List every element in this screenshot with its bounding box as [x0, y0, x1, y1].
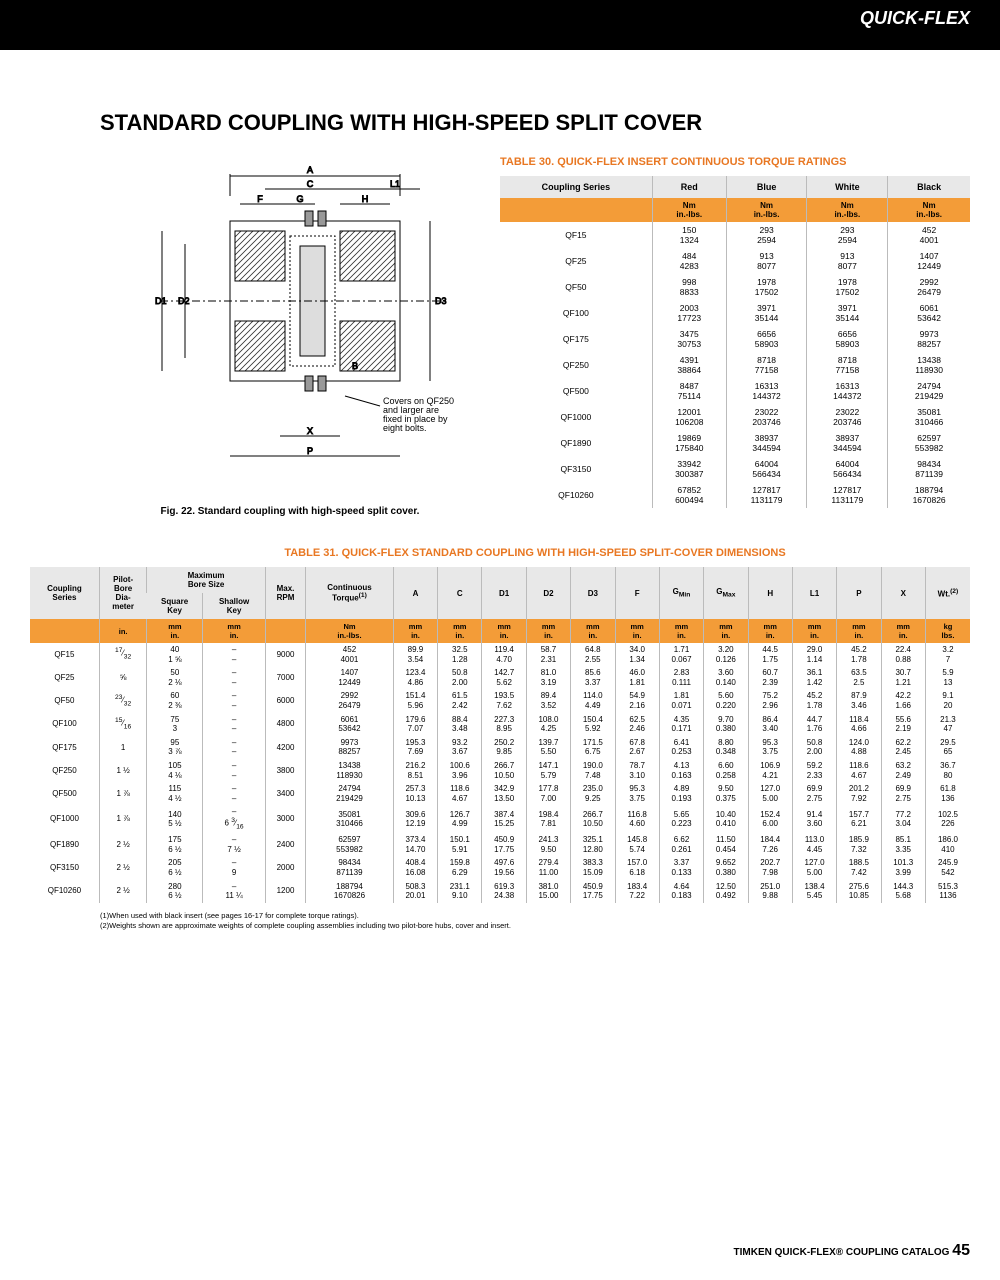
table31-title: TABLE 31. QUICK-FLEX STANDARD COUPLING W…	[100, 547, 970, 559]
svg-text:L1: L1	[390, 179, 400, 189]
table30-title: TABLE 30. QUICK-FLEX INSERT CONTINUOUS T…	[500, 156, 970, 168]
coupling-diagram: A C L1 F G H D1 D2 D3	[100, 156, 480, 496]
note2: (2)Weights shown are approximate weights…	[100, 921, 970, 932]
svg-text:C: C	[307, 179, 314, 189]
figure-caption: Fig. 22. Standard coupling with high-spe…	[100, 506, 480, 517]
svg-text:A: A	[307, 165, 313, 175]
svg-text:B: B	[352, 361, 358, 371]
table31: CouplingSeries Pilot-BoreDia-meter Maxim…	[30, 567, 970, 903]
content: STANDARD COUPLING WITH HIGH-SPEED SPLIT …	[0, 50, 1000, 932]
subtitle: STANDARD COUPLINGS	[841, 32, 970, 44]
note1: (1)When used with black insert (see page…	[100, 911, 970, 922]
svg-text:G: G	[296, 194, 303, 204]
diagram-note: Covers on QF250and larger arefixed in pl…	[383, 396, 454, 433]
svg-text:P: P	[307, 446, 313, 456]
svg-text:F: F	[257, 194, 263, 204]
svg-text:H: H	[362, 194, 369, 204]
svg-text:D1: D1	[155, 296, 167, 306]
product-name: QUICK-FLEX	[860, 8, 970, 29]
page-title: STANDARD COUPLING WITH HIGH-SPEED SPLIT …	[100, 110, 970, 136]
svg-text:X: X	[307, 426, 313, 436]
svg-text:D2: D2	[178, 296, 190, 306]
table30: Coupling SeriesRedBlueWhiteBlack Nmin.-l…	[500, 176, 970, 508]
footer: TIMKEN QUICK-FLEX® COUPLING CATALOG 45	[734, 1242, 970, 1260]
footnotes: (1)When used with black insert (see page…	[100, 911, 970, 932]
svg-text:D3: D3	[435, 296, 447, 306]
